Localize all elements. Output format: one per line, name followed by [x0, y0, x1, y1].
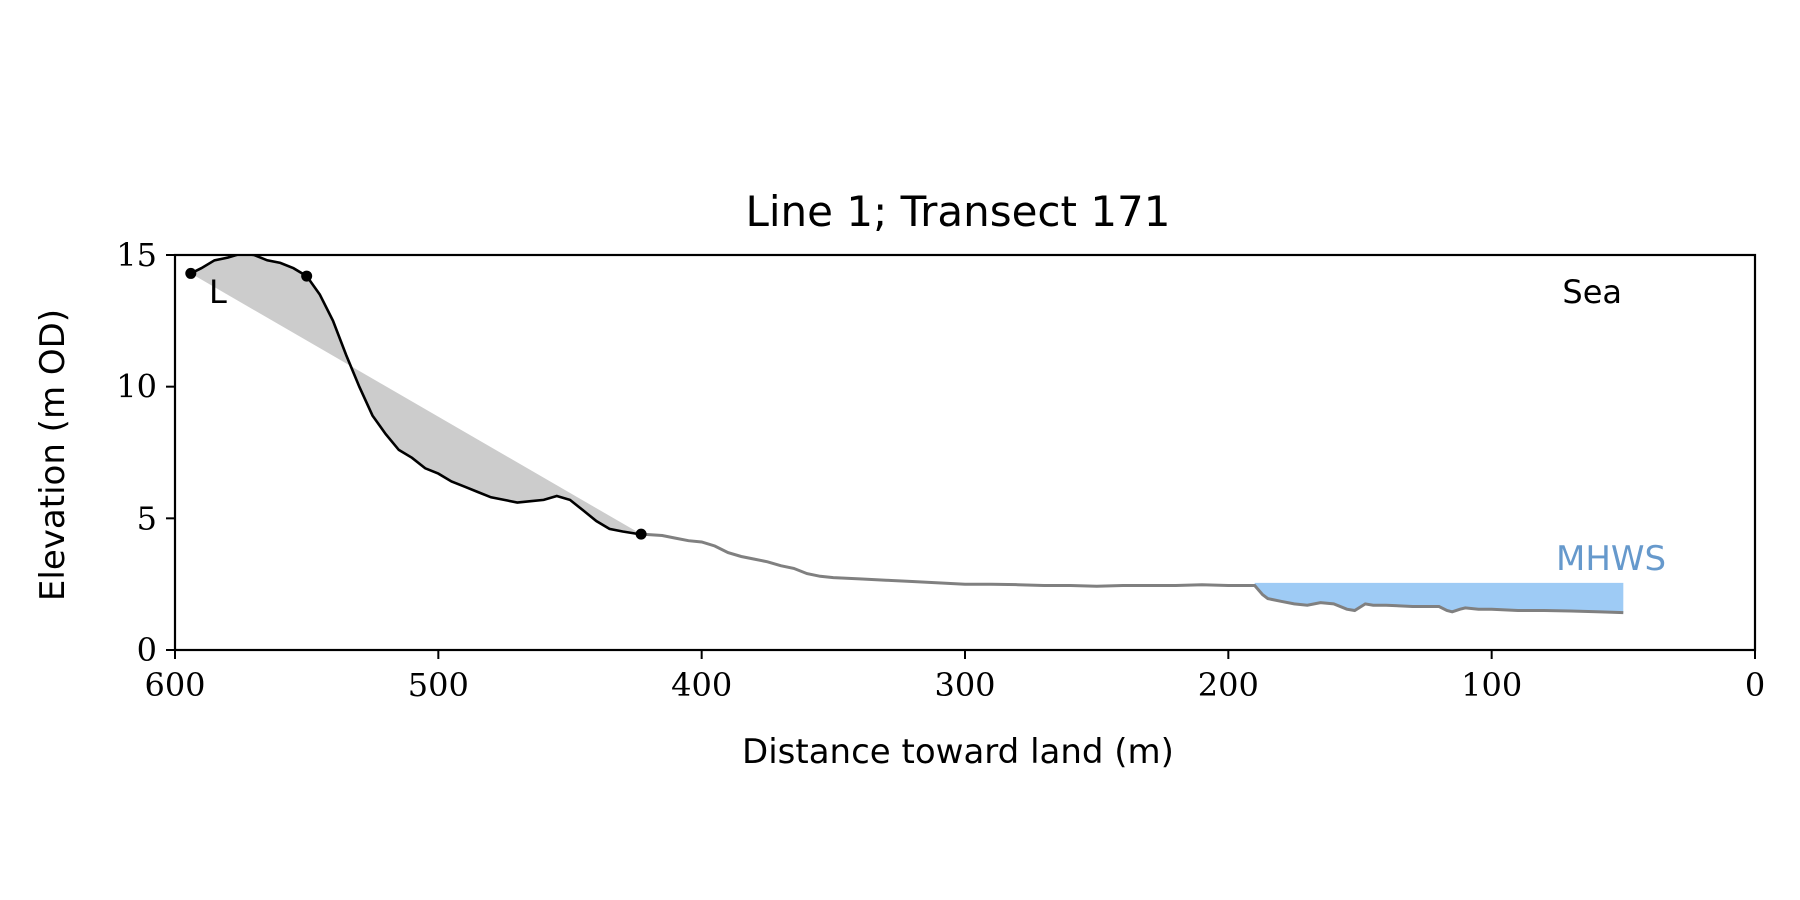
sea-annotation: Sea [1562, 273, 1622, 311]
foreshore-profile-line [641, 532, 1624, 615]
cliff-profile-line [190, 255, 642, 536]
profile-marker-1 [301, 270, 313, 282]
y-tick-label: 5 [137, 499, 157, 537]
profile-marker-0 [185, 267, 197, 279]
y-tick-label: 0 [137, 631, 157, 669]
mhws-label: MHWS [1556, 539, 1666, 579]
chart-title: Line 1; Transect 171 [745, 187, 1170, 236]
y-tick-label: 10 [116, 368, 157, 406]
axes-layer: 600 500 400 300 200 100 0 0 5 10 15 [116, 236, 1765, 704]
mhws-fill-area [1254, 582, 1624, 613]
cliff-fill-area [190, 255, 642, 535]
plot-area [190, 255, 1624, 615]
x-tick-label: 400 [671, 666, 732, 704]
land-annotation: L [209, 273, 227, 311]
y-axis-label: Elevation (m OD) [33, 309, 73, 601]
profile-marker-2 [635, 528, 647, 540]
x-tick-label: 300 [934, 666, 995, 704]
plot-layer [185, 255, 1624, 615]
x-axis-label: Distance toward land (m) [742, 732, 1174, 772]
x-tick-label: 0 [1745, 666, 1765, 704]
x-tick-label: 200 [1198, 666, 1259, 704]
x-tick-label: 500 [408, 666, 469, 704]
y-tick-label: 15 [116, 236, 157, 274]
x-tick-label: 100 [1461, 666, 1522, 704]
x-tick-label: 600 [144, 666, 205, 704]
